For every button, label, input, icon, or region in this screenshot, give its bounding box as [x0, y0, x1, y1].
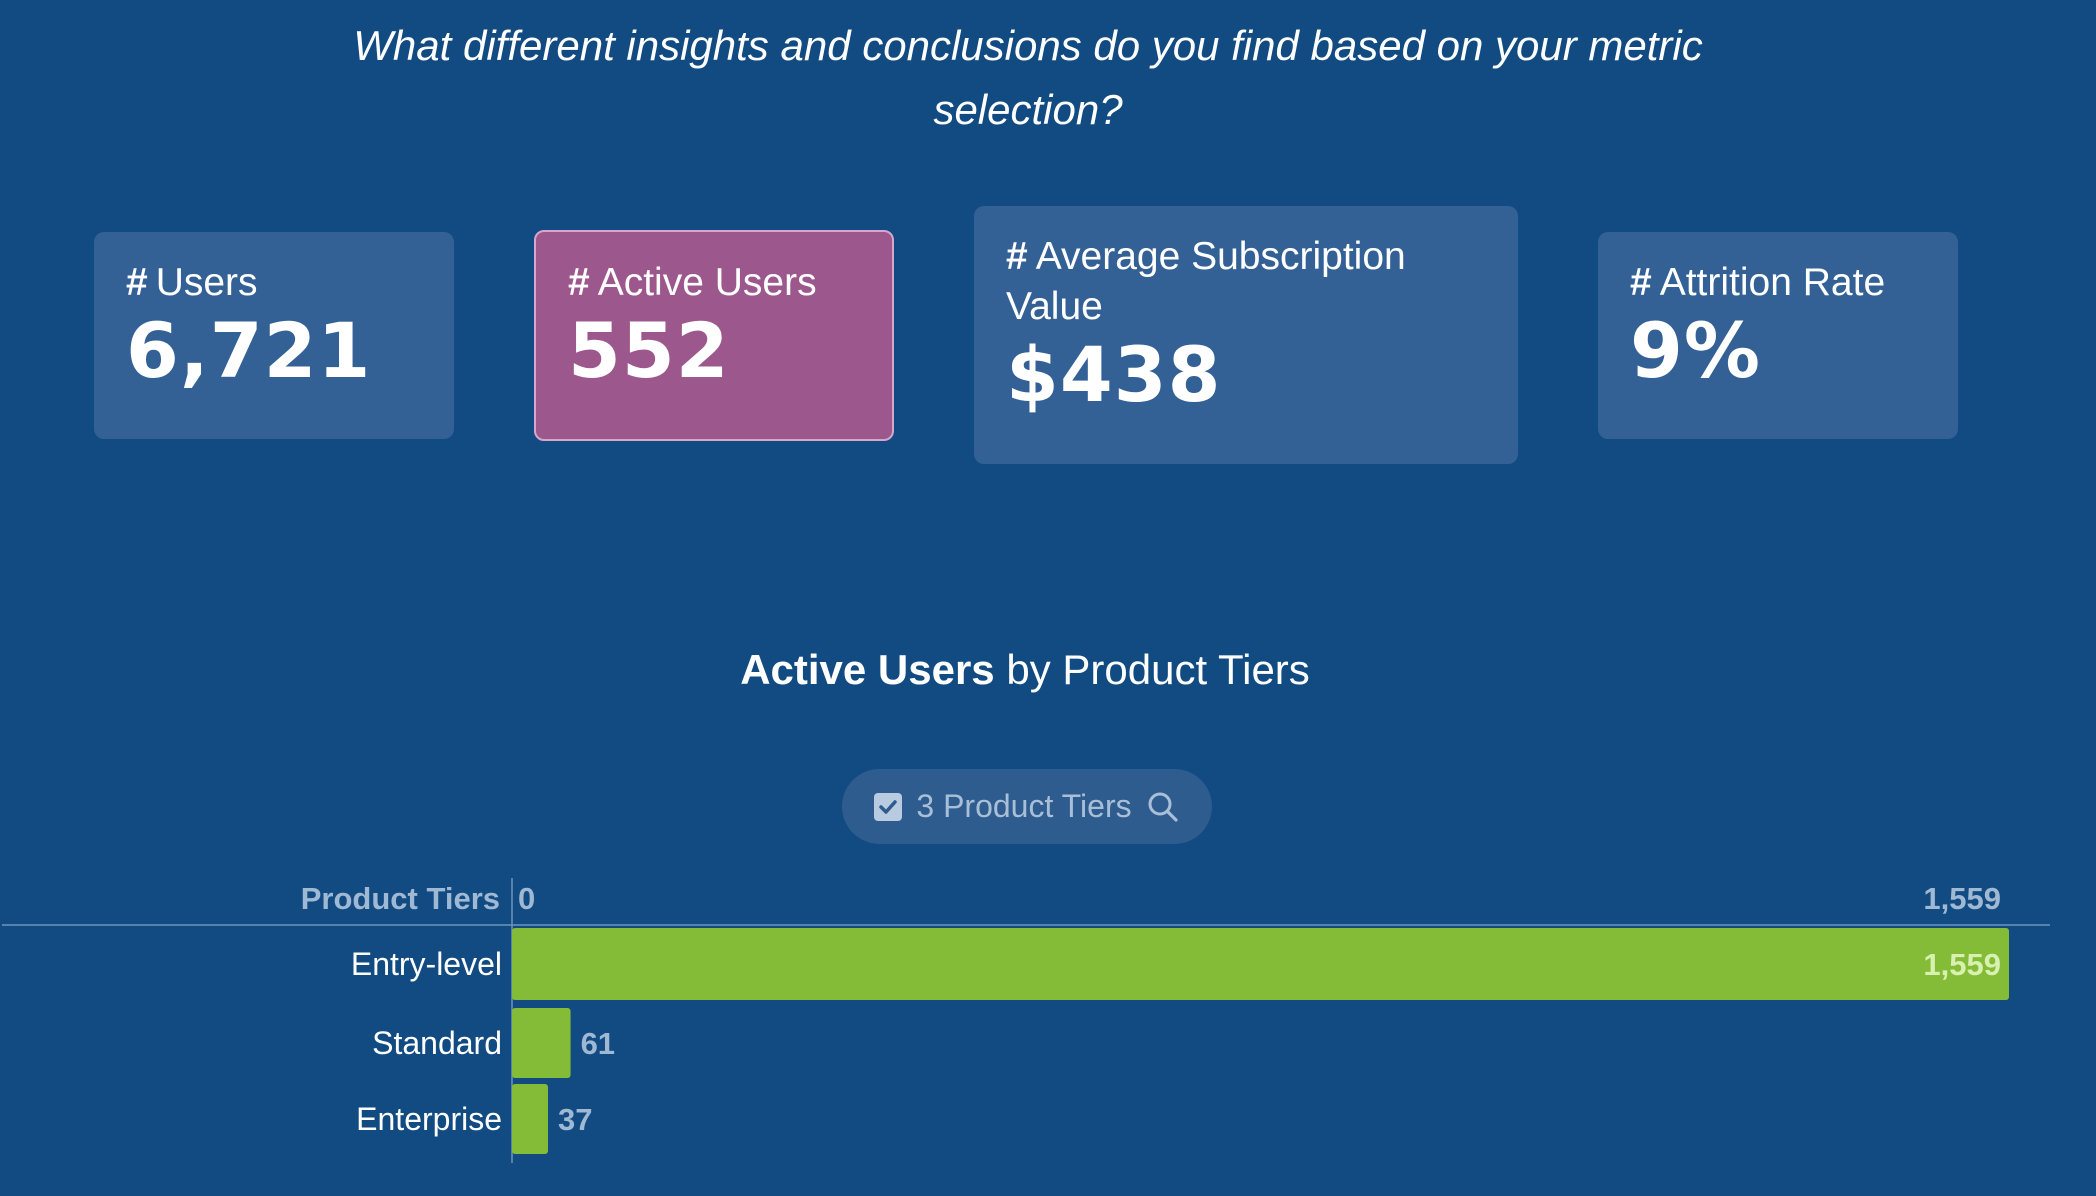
hash-icon: #	[126, 261, 148, 304]
hash-icon: #	[1006, 235, 1028, 278]
chart-title-dimension: by Product Tiers	[1006, 646, 1310, 693]
hash-icon: #	[568, 261, 590, 304]
hash-icon: #	[1630, 261, 1652, 304]
question-text: What different insights and conclusions …	[353, 22, 1703, 133]
kpi-active-value: 552	[568, 306, 730, 395]
tick-label-max: 1,559	[1923, 881, 2001, 916]
kpi-card-users[interactable]: # Users 6,721	[94, 232, 454, 439]
kpi-card-active-users[interactable]: # Active Users 552	[534, 230, 894, 441]
bar-chart-svg: Product Tiers 0 1,559 Entry-level 1,559 Stand…	[2, 878, 2050, 1163]
chart-title: Active Users by Product Tiers	[0, 640, 2050, 700]
checkbox-icon[interactable]	[874, 792, 903, 821]
kpi-card-attrition-rate[interactable]: # Attrition Rate 9%	[1598, 232, 1958, 439]
category-label: Standard	[372, 1025, 502, 1061]
kpi-avg-value: $438	[1006, 330, 1222, 419]
kpi-users-value: 6,721	[126, 306, 372, 395]
kpi-card-average-subscription-value[interactable]: # Average Subscription Value $438	[974, 206, 1518, 464]
chart-title-metric: Active Users	[740, 646, 995, 693]
category-label: Entry-level	[351, 946, 502, 982]
data-label: 61	[581, 1026, 615, 1061]
category-label: Enterprise	[356, 1101, 502, 1137]
bar[interactable]	[512, 1084, 548, 1154]
tick-label-min: 0	[518, 881, 535, 916]
axis-header: Product Tiers	[301, 881, 500, 916]
kpi-users-label: # Users	[126, 261, 258, 304]
data-label: 1,559	[1923, 947, 2001, 982]
bar[interactable]	[512, 928, 2009, 1000]
kpi-attrition-value: 9%	[1630, 306, 1762, 395]
kpi-avg-label: # Average Subscription Value	[1006, 235, 1406, 328]
data-label: 37	[558, 1102, 592, 1137]
kpi-active-label: # Active Users	[568, 261, 817, 304]
search-icon[interactable]	[1146, 790, 1180, 824]
product-tiers-filter[interactable]: 3 Product Tiers	[842, 769, 1212, 844]
bar[interactable]	[512, 1008, 571, 1078]
filter-label: 3 Product Tiers	[916, 788, 1132, 824]
kpi-attrition-label: # Attrition Rate	[1630, 261, 1886, 304]
bar-chart: Product Tiers 0 1,559 Entry-level 1,559 Stand…	[0, 870, 2096, 1196]
